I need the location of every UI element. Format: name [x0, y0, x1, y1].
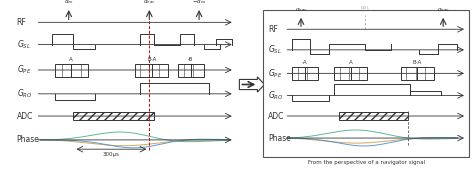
Text: A: A — [69, 57, 73, 62]
Text: RF: RF — [17, 18, 27, 27]
Bar — [401, 67, 434, 80]
Text: Phase: Phase — [17, 135, 39, 144]
Text: $G_{PE}$: $G_{PE}$ — [17, 64, 31, 76]
Text: $G_{SL}$: $G_{SL}$ — [268, 44, 282, 56]
Text: -B: -B — [188, 57, 193, 62]
Text: ADC: ADC — [17, 112, 33, 120]
FancyArrow shape — [239, 77, 264, 92]
Text: $-\alpha_{ex}$: $-\alpha_{ex}$ — [191, 0, 207, 6]
Bar — [292, 67, 318, 80]
Bar — [55, 64, 88, 77]
Text: $G_{RO}$: $G_{RO}$ — [17, 88, 32, 100]
Text: $\alpha_{SL}$: $\alpha_{SL}$ — [360, 4, 370, 11]
Text: $G_{PE}$: $G_{PE}$ — [268, 67, 283, 80]
Text: B-A: B-A — [147, 57, 156, 62]
Text: $\alpha_{nav}$: $\alpha_{nav}$ — [143, 0, 155, 6]
Text: 300μs: 300μs — [103, 152, 120, 157]
Text: A: A — [349, 60, 353, 65]
Text: RF: RF — [268, 25, 278, 34]
Bar — [73, 112, 154, 120]
Text: -A: -A — [302, 60, 307, 65]
Text: $G_{RO}$: $G_{RO}$ — [268, 89, 283, 102]
Text: $\alpha_{nav}$: $\alpha_{nav}$ — [437, 6, 449, 14]
Text: $G_{SL}$: $G_{SL}$ — [17, 38, 30, 51]
Bar — [334, 67, 367, 80]
Text: $\alpha_{nav}$: $\alpha_{nav}$ — [295, 6, 307, 14]
Text: $\alpha_{ex}$: $\alpha_{ex}$ — [64, 0, 74, 6]
Bar — [178, 64, 204, 77]
Bar — [263, 10, 469, 157]
Text: B-A: B-A — [412, 60, 422, 65]
Text: From the perspective of a navigator signal: From the perspective of a navigator sign… — [308, 160, 425, 165]
Bar — [339, 112, 408, 120]
Text: Phase: Phase — [268, 134, 291, 143]
Bar — [135, 64, 168, 77]
Text: ADC: ADC — [268, 112, 284, 120]
